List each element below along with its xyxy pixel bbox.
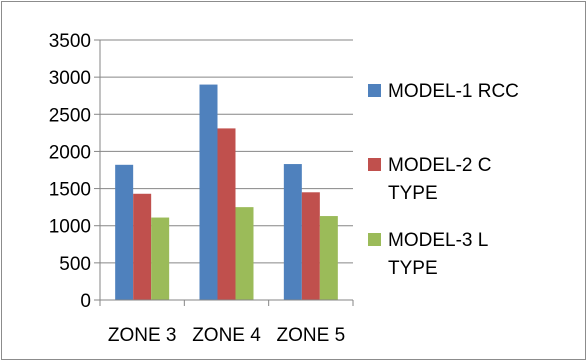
y-tick-label: 3500 — [49, 31, 91, 52]
legend-swatch — [368, 158, 381, 171]
y-tick-label: 3000 — [49, 68, 91, 89]
y-tick-label: 0 — [80, 291, 91, 312]
y-tick-label: 1000 — [49, 217, 91, 238]
bar — [235, 207, 254, 300]
legend-swatch — [368, 233, 381, 246]
bar — [217, 128, 236, 300]
bar — [283, 164, 302, 300]
bar — [319, 216, 338, 300]
bar — [301, 192, 320, 300]
legend-entry: MODEL-2 C TYPE — [388, 155, 491, 204]
legend-entry: MODEL-3 L TYPE — [388, 230, 488, 279]
x-tick-label: ZONE 3 — [108, 325, 177, 346]
axes — [94, 39, 354, 306]
y-tick-label: 2500 — [49, 105, 91, 126]
x-tick-labels: ZONE 3 ZONE 4 ZONE 5 — [108, 325, 345, 346]
bars — [115, 84, 338, 300]
y-tick-label: 2000 — [49, 142, 91, 163]
legend-entry: MODEL-1 RCC — [388, 81, 519, 102]
bar — [151, 217, 170, 300]
x-tick-label: ZONE 4 — [192, 325, 261, 346]
legend-swatch — [368, 84, 381, 97]
bar — [199, 84, 218, 300]
bar — [133, 193, 152, 300]
bar — [115, 164, 134, 300]
y-tick-label: 1500 — [49, 180, 91, 201]
y-tick-label: 500 — [59, 254, 91, 275]
legend: MODEL-1 RCC MODEL-2 C TYPE MODEL-3 L TYPE — [368, 81, 519, 279]
y-tick-labels: 0 500 1000 1500 2000 2500 3000 3500 — [49, 31, 91, 312]
x-tick-label: ZONE 5 — [277, 325, 346, 346]
